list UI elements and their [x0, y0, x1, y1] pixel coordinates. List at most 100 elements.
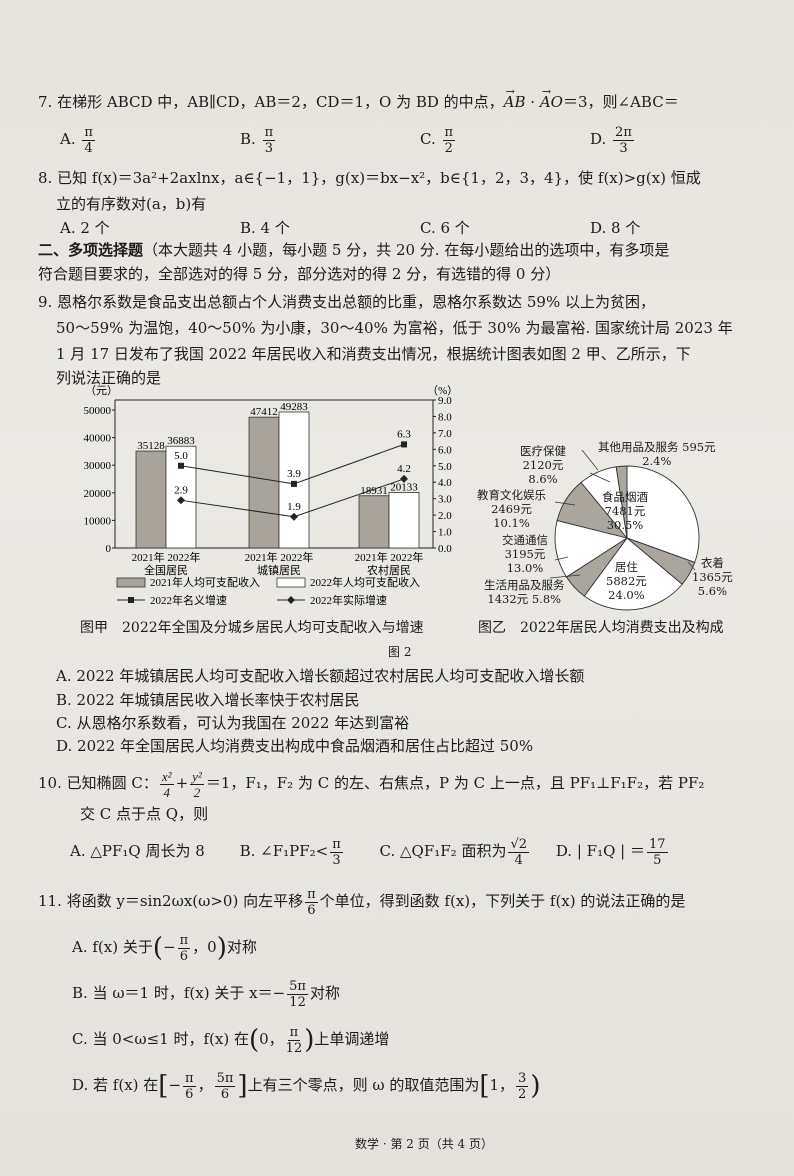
question-text: 在梯形 ABCD 中，AB∥CD，AB＝2，CD＝1，O 为 BD 的中点，	[57, 93, 504, 111]
text: 2.4%	[642, 454, 672, 468]
pie-label-other: 其他用品及服务 595元 2.4%	[598, 440, 716, 468]
line-data-label: 2.9	[174, 484, 188, 496]
question-text: 50～59% 为温饱，40～50% 为小康，30～40% 为富裕，低于 30% …	[56, 319, 733, 337]
option-c: C. 6 个	[420, 219, 470, 237]
bar-data-label: 47412	[250, 406, 278, 418]
option-b: B. 2022 年城镇居民收入增长率快于农村居民	[56, 691, 360, 709]
y-tick-label: 20000	[84, 488, 112, 500]
pie-label-clothing: 衣着 1365元 5.6%	[692, 556, 733, 598]
y-tick-label: 10000	[84, 515, 112, 527]
bar-data-label: 18931	[360, 485, 388, 497]
line-data-label: 1.9	[287, 501, 301, 513]
line-data-label: 5.0	[174, 450, 188, 462]
text: 食品烟酒	[602, 490, 648, 504]
text: π	[305, 886, 318, 903]
text: 2	[518, 1086, 527, 1102]
text: 5π	[214, 1070, 236, 1087]
text: 2	[193, 784, 201, 800]
question-text: 个单位，得到函数 f(x)，下列关于 f(x) 的说法正确的是	[319, 892, 686, 910]
text: 5.8%	[531, 592, 562, 606]
text: π	[177, 932, 191, 949]
legend-diamond-marker	[287, 596, 295, 604]
dot: ·	[525, 93, 540, 111]
question-text: 将函数 y＝sin2ωx(ω>0) 向左平移	[66, 892, 304, 910]
leader-line	[687, 561, 696, 571]
pie-label-medical: 医疗保健 2120元 8.6%	[520, 444, 566, 486]
option-c: C. 当 0<ω≤1 时，f(x) 在(0， π 12)上单调递增	[72, 1024, 390, 1056]
text: 4	[514, 852, 523, 868]
pie-label-daily-goods: 生活用品及服务 1432元 5.8%	[484, 578, 565, 606]
text: B.	[240, 130, 256, 148]
vector-ao: AO	[540, 93, 563, 111]
option-a: A. 2 个	[60, 219, 110, 237]
option-b: B. 4 个	[240, 219, 290, 237]
pie-label-housing: 居住 5882元 24.0%	[606, 560, 647, 602]
question-text: 1 月 17 日发布了我国 2022 年居民收入和消费支出情况，根据统计图表如图…	[56, 345, 691, 363]
y2-tick-label: 9.0	[438, 395, 452, 407]
text: 595元	[682, 440, 716, 454]
line-data-label: 4.2	[397, 463, 411, 475]
text: π	[330, 836, 343, 853]
question-11: 11. 将函数 y＝sin2ωx(ω>0) 向左平移 π 6 个单位，得到函数 f(x…	[38, 884, 685, 918]
text: 3195元	[504, 547, 546, 561]
text: 8.6%	[528, 472, 558, 486]
fraction: x² 4	[159, 768, 174, 800]
y2-tick-label: 5.0	[438, 461, 452, 473]
text: 3	[516, 1070, 529, 1087]
option-a: A. 2022 年城镇居民人均可支配收入增长额超过农村居民人均可支配收入增长额	[56, 667, 585, 685]
question-9: 9. 恩格尔系数是食品支出总额占个人消费支出总额的比重，恩格尔系数达 59% 以…	[38, 292, 655, 312]
question-10-options: A. △PF₁Q 周长为 8 B. ∠F₁PF₂< π 3 C. △QF₁F₂ 面积…	[70, 834, 670, 868]
option-d: D. 2π 3	[590, 122, 636, 156]
leader-line	[581, 449, 599, 471]
text: 6	[307, 902, 316, 918]
text: B. 当 ω＝1 时，f(x) 关于 x＝−	[72, 984, 286, 1002]
line-data-label: 3.9	[287, 468, 301, 480]
square-marker	[178, 462, 184, 469]
text: 上有三个零点，则 ω 的取值范围为	[247, 1076, 480, 1094]
bar-2022	[388, 492, 420, 549]
bar-2021	[358, 495, 390, 549]
question-number: 8.	[38, 169, 53, 187]
x-category-label: 城镇居民	[257, 563, 301, 577]
legend-square-marker	[128, 597, 134, 603]
diamond-marker	[400, 474, 408, 483]
text: D. 若 f(x) 在	[72, 1076, 159, 1094]
bar-2021	[135, 450, 167, 549]
text: π	[82, 124, 95, 141]
section-instructions: 符合题目要求的，全部选对的得 5 分，部分选对的得 2 分，有选错的得 0 分）	[38, 265, 561, 283]
text: 3	[619, 140, 628, 156]
text: √2	[508, 836, 530, 853]
question-7: 7. 在梯形 ABCD 中，AB∥CD，AB＝2，CD＝1，O 为 BD 的中点…	[38, 92, 679, 112]
y2-tick-label: 3.0	[438, 494, 452, 506]
pie-label-food: 食品烟酒 7481元 30.5%	[602, 490, 648, 532]
y-tick-label: 30000	[84, 460, 112, 472]
option-a: A. △PF₁Q 周长为 8	[70, 842, 205, 860]
text: 6	[220, 1086, 230, 1102]
pie-label-transport: 交通通信 3195元 13.0%	[502, 533, 548, 575]
legend-label: 2022年实际增速	[310, 593, 387, 607]
text: A. f(x) 关于	[72, 938, 153, 956]
pie-label-education: 教育文化娱乐 2469元 10.1%	[477, 488, 546, 530]
text: 5	[653, 852, 662, 868]
plus: +	[175, 774, 189, 792]
leader-line	[549, 574, 581, 579]
text: 30.5%	[606, 518, 644, 532]
y-axis-label: （元）	[85, 384, 118, 397]
option-d: D. 若 f(x) 在[− π 6， 5π 6]上有三个零点，则 ω 的取值范围为[1，…	[72, 1070, 541, 1102]
text: C. △QF₁F₂ 面积为	[379, 842, 507, 860]
text: A.	[60, 130, 76, 148]
square-marker	[401, 441, 407, 448]
question-text: 已知椭圆 C：	[66, 774, 158, 792]
x-category-label: 农村居民	[367, 563, 411, 577]
option-c: C. 从恩格尔系数看，可认为我国在 2022 年达到富裕	[56, 714, 410, 732]
x-subcategory-label: 2021年 2022年	[132, 550, 201, 564]
text: 医疗保健	[520, 444, 566, 458]
page-footer: 数学 · 第 2 页（共 4 页）	[355, 1137, 493, 1151]
text: x²	[159, 768, 174, 785]
question-10: 10. 已知椭圆 C： x² 4 + y² 2 ＝1，F₁，F₂ 为 C 的左、右焦点，P …	[38, 766, 704, 800]
bar-2021	[248, 416, 280, 549]
figure-b-caption: 图乙 2022年居民人均消费支出及构成	[478, 620, 724, 636]
